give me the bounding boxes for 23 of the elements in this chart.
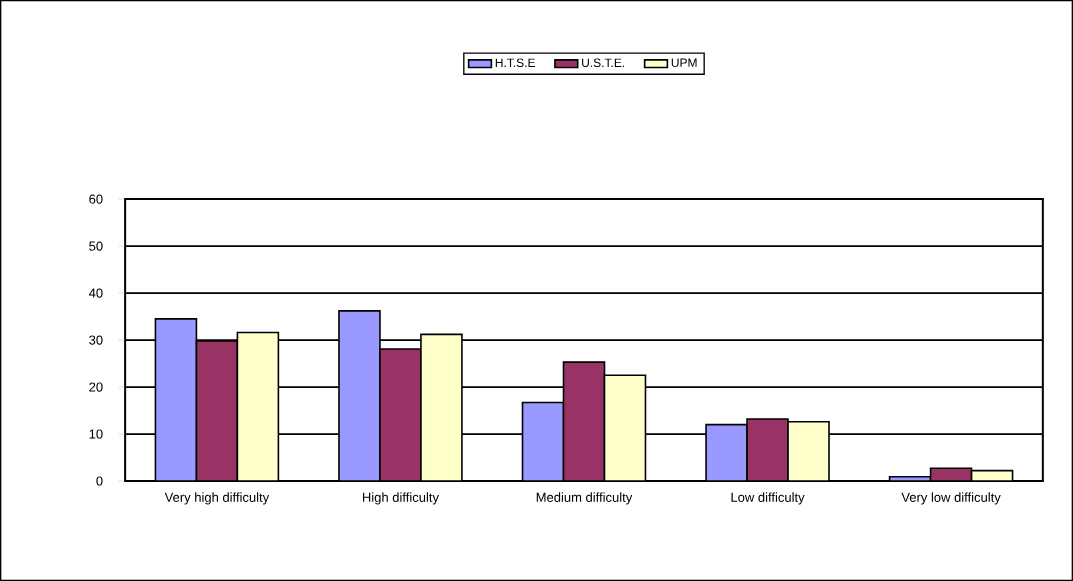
bar: [705, 423, 748, 481]
legend-label: UPM: [671, 58, 697, 67]
y-tick-label: 30: [89, 335, 103, 345]
bar: [154, 318, 198, 481]
bar: [236, 331, 280, 481]
legend-label: H.T.S.E: [495, 58, 535, 67]
bar: [420, 333, 463, 481]
bar: [338, 310, 381, 481]
x-tick-label: Low difficulty: [731, 492, 805, 505]
x-tick-label: High difficulty: [362, 492, 439, 505]
y-tick-label: 10: [89, 429, 103, 439]
y-tick-label: 40: [88, 288, 103, 298]
bar: [603, 374, 647, 481]
bar: [521, 401, 565, 481]
y-tick-label: 50: [89, 241, 103, 251]
y-tick-label: 0: [96, 476, 103, 486]
legend-label: U.S.T.E.: [582, 58, 625, 67]
x-tick-label: Very low difficulty: [901, 492, 1001, 505]
bar: [787, 420, 830, 481]
y-tick-label: 60: [89, 194, 103, 204]
y-tick-label: 20: [89, 382, 103, 392]
x-tick-label: Very high difficulty: [164, 492, 270, 505]
x-tick-label: Medium difficulty: [536, 492, 633, 505]
